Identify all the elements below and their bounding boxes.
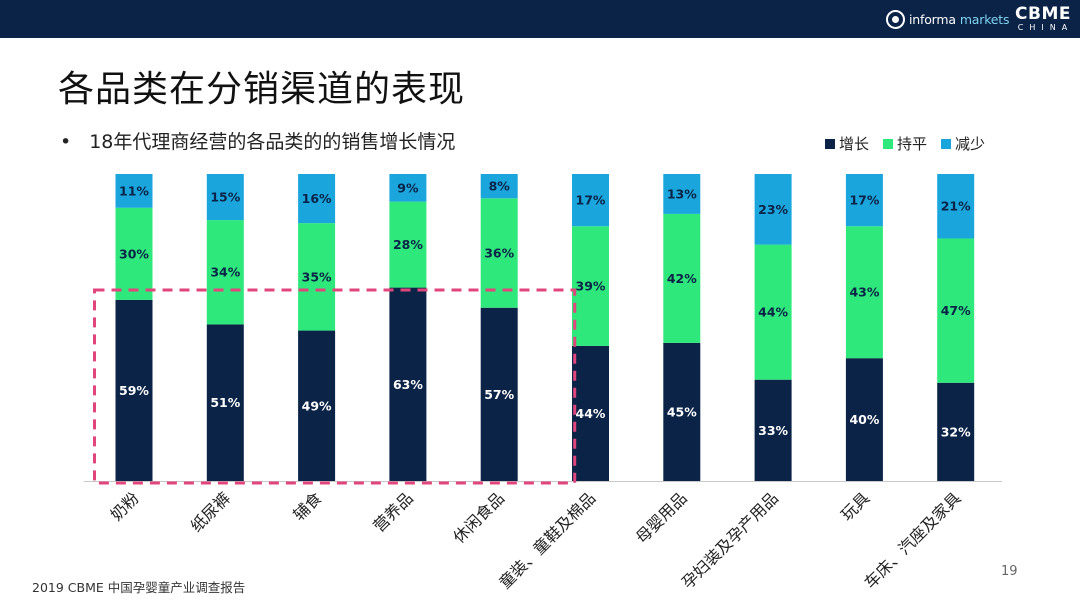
x-tick-label-6: 母婴用品 (632, 488, 691, 547)
highlight-dashed-box (93, 288, 577, 485)
data-label-decrease-0: 11% (119, 183, 149, 198)
data-label-flat-8: 43% (849, 285, 879, 300)
bar-increase-5 (572, 345, 609, 481)
data-label-increase-9: 32% (941, 424, 971, 439)
bar-flat-1 (206, 220, 244, 325)
data-label-increase-8: 40% (849, 412, 879, 427)
bar-increase-0 (115, 299, 153, 481)
legend-item-increase: 增长 (825, 133, 869, 154)
bar-flat-8 (845, 226, 883, 359)
page-number: 19 (1001, 564, 1018, 579)
bar-increase-3 (389, 287, 427, 481)
bar-flat-2 (298, 223, 336, 331)
data-label-decrease-4: 8% (489, 179, 511, 194)
data-label-increase-1: 51% (210, 395, 240, 410)
bar-flat-5 (572, 226, 609, 346)
bar-increase-7 (754, 379, 792, 481)
bar-decrease-9 (937, 174, 975, 239)
bar-decrease-1 (206, 174, 244, 221)
bar-decrease-4 (480, 174, 518, 199)
x-tick-label-0: 奶粉 (107, 488, 143, 524)
bar-flat-3 (389, 201, 427, 288)
bar-flat-6 (663, 213, 701, 343)
legend-swatch-increase (825, 138, 835, 149)
cbme-logo-subtext: CHINA (1017, 23, 1074, 32)
slide-title: 各品类在分销渠道的表现 (58, 69, 466, 110)
data-label-increase-2: 49% (302, 398, 332, 413)
bar-flat-9 (937, 238, 975, 383)
footer-source: 2019 CBME 中国孕婴童产业调查报告 (32, 580, 246, 595)
data-label-increase-0: 59% (119, 383, 149, 398)
data-label-flat-3: 28% (393, 237, 423, 252)
data-label-flat-0: 30% (119, 246, 149, 261)
bar-increase-2 (298, 330, 336, 481)
data-label-decrease-7: 23% (758, 202, 788, 217)
data-label-decrease-1: 15% (210, 190, 240, 205)
data-label-decrease-3: 9% (397, 180, 419, 195)
informa-markets-logo: informa markets (886, 9, 1009, 29)
x-tick-label-3: 营养品 (369, 488, 416, 535)
bar-decrease-6 (663, 174, 701, 214)
data-label-flat-9: 47% (941, 303, 971, 318)
cbme-logo-text: CBME (1015, 4, 1071, 24)
informa-logo-text: informa (909, 11, 956, 27)
legend-label-decrease: 减少 (955, 135, 986, 153)
x-tick-label-5: 童装、童鞋及棉品 (495, 488, 599, 592)
data-label-decrease-6: 13% (667, 186, 697, 201)
data-label-flat-2: 35% (302, 269, 332, 284)
x-tick-label-7: 孕妇装及孕产用品 (678, 488, 782, 592)
bullet-text: 18年代理商经营的各品类的的销售增长情况 (89, 131, 456, 153)
informa-logo-icon (886, 9, 905, 29)
data-label-decrease-9: 21% (941, 199, 971, 214)
top-banner: informa markets CBME CHINA (0, 0, 1080, 38)
x-tick-label-4: 休闲食品 (449, 488, 508, 547)
bar-flat-7 (754, 244, 792, 380)
data-label-flat-4: 36% (484, 246, 514, 261)
legend-swatch-decrease (941, 138, 952, 149)
data-label-flat-5: 39% (576, 279, 606, 294)
legend-item-decrease: 减少 (941, 133, 985, 154)
data-label-flat-6: 42% (667, 271, 697, 286)
bar-increase-9 (937, 382, 975, 481)
chart-legend: 增长 持平 减少 (825, 133, 985, 154)
bar-increase-4 (480, 307, 518, 481)
bar-increase-8 (845, 358, 883, 481)
data-label-increase-4: 57% (484, 387, 514, 402)
bar-decrease-2 (298, 174, 336, 224)
bar-decrease-8 (845, 174, 883, 227)
x-tick-label-1: 纸尿裤 (187, 488, 234, 535)
legend-item-flat: 持平 (883, 133, 927, 154)
data-label-decrease-5: 17% (576, 193, 606, 208)
bar-flat-0 (115, 207, 153, 300)
data-label-increase-3: 63% (393, 377, 423, 392)
data-label-increase-7: 33% (758, 423, 788, 438)
x-tick-label-2: 辅食 (289, 488, 325, 524)
legend-label-increase: 增长 (839, 135, 870, 153)
legend-swatch-flat (883, 138, 894, 149)
bar-decrease-7 (754, 174, 792, 245)
bar-decrease-0 (115, 174, 153, 208)
data-label-flat-7: 44% (758, 305, 788, 320)
data-label-decrease-2: 16% (302, 191, 332, 206)
markets-logo-text: markets (959, 11, 1010, 27)
legend-label-flat: 持平 (897, 135, 928, 153)
x-tick-label-9: 车床、汽座及家具 (861, 488, 965, 592)
data-label-increase-5: 44% (576, 406, 606, 421)
bar-increase-1 (206, 324, 244, 481)
bar-increase-6 (663, 342, 701, 481)
bar-decrease-5 (572, 174, 609, 227)
bullet-mark: • (60, 131, 72, 153)
cbme-logo: CBME CHINA (1012, 5, 1074, 35)
bar-decrease-3 (389, 174, 427, 202)
data-label-decrease-8: 17% (849, 193, 879, 208)
data-label-flat-1: 34% (210, 265, 240, 280)
bullet-text-line: • 18年代理商经营的各品类的的销售增长情况 (60, 127, 455, 154)
x-tick-label-8: 玩具 (837, 488, 873, 524)
data-label-increase-6: 45% (667, 404, 697, 419)
